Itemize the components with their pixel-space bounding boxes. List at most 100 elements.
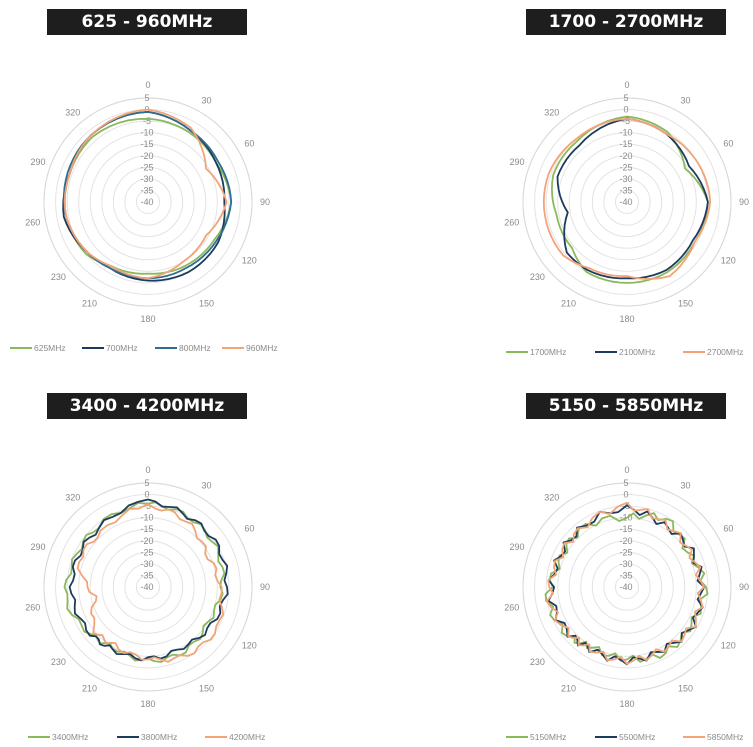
legend-label: 5500MHz — [619, 732, 655, 742]
series-line-2700MHz — [542, 117, 712, 280]
chart-panel-4: 5150 - 5850MHz 0 30 60 90 120 150 180 210 230 260… — [478, 380, 753, 747]
angle-label: 180 — [140, 699, 155, 709]
angle-label: 30 — [201, 96, 211, 106]
angle-label: 150 — [199, 298, 214, 308]
radial-tick-label: -35 — [140, 570, 153, 580]
chart-panel-1: 625 - 960MHz 0 30 60 90 120 150 180 210 230 260 29… — [0, 0, 300, 370]
radial-tick-label: -15 — [619, 524, 632, 534]
angle-label: 60 — [244, 524, 254, 534]
polar-chart-4: 030609012015018021023026029032050-5-10-1… — [504, 465, 749, 742]
radial-tick-label: -30 — [140, 174, 153, 184]
radial-tick-label: -5 — [143, 116, 151, 126]
grid-circle — [135, 189, 161, 215]
series-line-2100MHz — [556, 117, 709, 280]
grid-circle — [89, 143, 207, 261]
angle-label: 320 — [65, 107, 80, 117]
grid-circle — [78, 517, 218, 657]
radial-tick-label: -25 — [140, 162, 153, 172]
legend-label: 960MHz — [246, 343, 278, 353]
grid-circle — [626, 201, 628, 203]
radial-tick-label: -40 — [140, 582, 153, 592]
grid-circle — [112, 551, 184, 623]
radial-tick-label: 0 — [144, 490, 149, 500]
angle-label: 90 — [739, 197, 749, 207]
grid-circle — [568, 143, 686, 261]
radial-tick-label: -5 — [143, 501, 151, 511]
angle-label: 30 — [680, 481, 690, 491]
legend-label: 3400MHz — [52, 732, 88, 742]
chart-title-4: 5150 - 5850MHz — [526, 393, 726, 419]
grid-circle — [626, 586, 628, 588]
angle-label: 30 — [201, 481, 211, 491]
angle-label: 120 — [242, 641, 257, 651]
series-line-4200MHz — [76, 503, 225, 663]
angle-label: 230 — [51, 657, 66, 667]
legend-label: 3800MHz — [141, 732, 177, 742]
angle-label: 90 — [260, 582, 270, 592]
grid-circle — [614, 189, 640, 215]
angle-label: 150 — [678, 298, 693, 308]
radial-tick-label: -35 — [140, 185, 153, 195]
grid-circle — [147, 586, 149, 588]
radial-tick-label: -20 — [140, 151, 153, 161]
radial-tick-label: -20 — [619, 536, 632, 546]
polar-chart-1: 030609012015018021023026029032050-5-10-1… — [10, 80, 278, 353]
angle-label: 0 — [624, 80, 629, 90]
radial-tick-label: -35 — [619, 185, 632, 195]
grid-circle — [603, 563, 651, 611]
outer-circle — [43, 97, 253, 307]
grid-circle — [580, 540, 674, 634]
radial-tick-label: -25 — [619, 547, 632, 557]
polar-chart-2: 030609012015018021023026029032050-5-10-1… — [504, 80, 749, 357]
legend-label: 2100MHz — [619, 347, 655, 357]
grid-circle — [557, 132, 697, 272]
grid-circle — [580, 155, 674, 249]
radial-tick-label: -30 — [140, 559, 153, 569]
radial-tick-label: 5 — [623, 93, 628, 103]
radial-tick-label: -15 — [619, 139, 632, 149]
radial-tick-label: -30 — [619, 559, 632, 569]
angle-label: 320 — [65, 492, 80, 502]
angle-label: 60 — [723, 524, 733, 534]
grid-circle — [101, 540, 195, 634]
radial-tick-label: 5 — [144, 478, 149, 488]
radial-tick-label: -25 — [619, 162, 632, 172]
series-line-1700MHz — [551, 115, 709, 284]
radial-tick-label: -20 — [619, 151, 632, 161]
grid-circle — [124, 563, 172, 611]
grid-circle — [78, 132, 218, 272]
grid-circle — [89, 528, 207, 646]
grid-circle — [591, 551, 663, 623]
angle-label: 0 — [145, 80, 150, 90]
grid-circle — [112, 166, 184, 238]
legend-label: 700MHz — [106, 343, 138, 353]
angle-label: 0 — [145, 465, 150, 475]
angle-label: 150 — [199, 683, 214, 693]
angle-label: 180 — [619, 699, 634, 709]
angle-label: 120 — [242, 256, 257, 266]
outer-circle — [43, 482, 253, 692]
legend-label: 2700MHz — [707, 347, 743, 357]
series-line-3800MHz — [68, 498, 229, 662]
grid-circle — [101, 155, 195, 249]
radial-tick-label: -40 — [140, 197, 153, 207]
chart-panel-2: 1700 - 2700MHz 0 30 60 90 120 150 180 210 230 260… — [478, 0, 753, 370]
polar-chart-3: 030609012015018021023026029032050-5-10-1… — [25, 465, 270, 742]
grid-circle — [591, 166, 663, 238]
angle-label: 0 — [624, 465, 629, 475]
series-line-5850MHz — [546, 501, 706, 665]
radial-tick-label: -5 — [622, 116, 630, 126]
legend-label: 800MHz — [179, 343, 211, 353]
grid-circle — [135, 574, 161, 600]
angle-label: 210 — [561, 298, 576, 308]
radial-tick-label: -40 — [619, 582, 632, 592]
angle-label: 260 — [504, 602, 519, 612]
angle-label: 60 — [244, 139, 254, 149]
radial-tick-label: -30 — [619, 174, 632, 184]
radial-tick-label: -25 — [140, 547, 153, 557]
series-line-960MHz — [63, 108, 228, 280]
legend-label: 5150MHz — [530, 732, 566, 742]
grid-circle — [568, 528, 686, 646]
angle-label: 320 — [544, 492, 559, 502]
radial-tick-label: 0 — [623, 105, 628, 115]
